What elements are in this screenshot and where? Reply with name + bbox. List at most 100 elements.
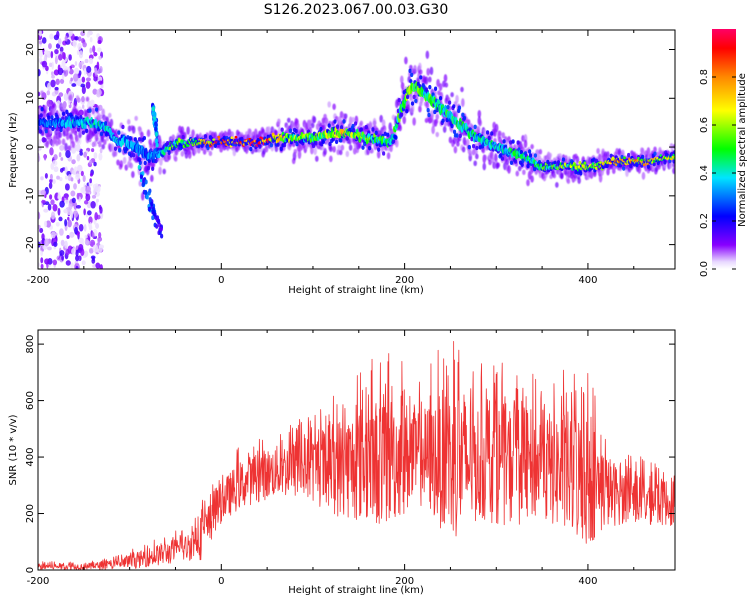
ridge-halo-blob bbox=[517, 165, 522, 172]
ridge-halo-blob bbox=[442, 126, 447, 133]
colorbar-tick-label: 0.8 bbox=[699, 69, 710, 85]
noise-blob bbox=[49, 178, 54, 183]
ridge-blob bbox=[142, 135, 147, 141]
ridge-core-blob bbox=[578, 160, 582, 165]
spectrogram-ytick-label: 20 bbox=[25, 43, 36, 56]
ridge-blob bbox=[382, 151, 386, 156]
noise-blob bbox=[38, 49, 43, 58]
ridge-halo-blob bbox=[73, 126, 77, 136]
ridge-halo-blob bbox=[526, 179, 530, 187]
ridge-halo-blob bbox=[58, 131, 63, 139]
snr-panel: -200 0 200 400 0 200 400 600 800 Height of strai… bbox=[8, 329, 676, 596]
ridge-halo-blob bbox=[424, 76, 429, 85]
snr-ytick-label: 0 bbox=[25, 567, 36, 573]
ridge-halo-blob bbox=[51, 108, 56, 115]
branch-blob bbox=[144, 179, 148, 185]
noise-blob bbox=[50, 199, 55, 206]
ridge-halo-blob bbox=[482, 162, 487, 171]
ridge-blob bbox=[104, 121, 108, 126]
branch-blob bbox=[141, 182, 145, 188]
ridge-blob bbox=[629, 163, 633, 169]
ridge-blob bbox=[377, 147, 381, 152]
ridge-halo-blob bbox=[596, 147, 600, 154]
noise-blob bbox=[45, 65, 49, 72]
ridge-halo-blob bbox=[248, 128, 252, 138]
ridge-halo-blob bbox=[466, 119, 471, 125]
ridge-halo-blob bbox=[456, 141, 460, 147]
noise-blob bbox=[59, 78, 65, 84]
noise-blob bbox=[70, 77, 73, 82]
noise-blob bbox=[95, 262, 101, 269]
noise-blob bbox=[48, 182, 53, 190]
ridge-core bbox=[38, 68, 675, 176]
ridge-halo-blob bbox=[443, 121, 448, 127]
ridge-halo-blob bbox=[69, 93, 73, 102]
ridge-halo-blob bbox=[332, 103, 336, 110]
ridge-blob bbox=[672, 159, 675, 164]
ridge-core-blob bbox=[591, 162, 595, 166]
snr-axes: -200 0 200 400 0 200 400 600 800 bbox=[25, 330, 675, 587]
ridge-halo-blob bbox=[313, 146, 317, 156]
ridge-halo-blob bbox=[575, 155, 580, 164]
ridge-halo-blob bbox=[75, 95, 80, 102]
ridge-halo-blob bbox=[640, 147, 645, 157]
noise-blob bbox=[81, 96, 85, 103]
ridge-blob bbox=[371, 127, 375, 132]
ridge-halo-blob bbox=[332, 146, 336, 153]
spectrogram-xlabel: Height of straight line (km) bbox=[288, 285, 424, 296]
snr-ytick-label: 600 bbox=[25, 391, 36, 410]
ridge-blob bbox=[386, 132, 390, 138]
ridge-halo-blob bbox=[450, 92, 454, 98]
ridge-halo-blob bbox=[404, 56, 408, 65]
noise-blob bbox=[70, 262, 74, 269]
noise-blob bbox=[50, 211, 56, 220]
noise-blob bbox=[59, 250, 65, 256]
ridge-blob bbox=[509, 140, 513, 145]
ridge-blob bbox=[294, 128, 298, 134]
noise-blob bbox=[94, 212, 98, 221]
ridge-blob bbox=[556, 160, 561, 165]
ridge-halo-blob bbox=[523, 139, 528, 149]
ridge-halo-blob bbox=[324, 117, 329, 127]
ridge-blob bbox=[520, 162, 524, 167]
ridge-halo-blob bbox=[429, 66, 434, 76]
noise-blob bbox=[49, 33, 54, 40]
ridge-blob bbox=[490, 131, 494, 136]
spectrogram-frame bbox=[37, 29, 676, 270]
ridge-blob bbox=[327, 123, 331, 128]
ridge-blob bbox=[509, 160, 514, 165]
ridge-blob bbox=[117, 130, 121, 135]
spectrogram-ytick-label: 0 bbox=[25, 144, 36, 150]
noise-blob bbox=[38, 224, 41, 230]
ridge-blob bbox=[452, 129, 457, 135]
noise-blob bbox=[48, 43, 52, 50]
snr-xtick-label: 400 bbox=[578, 576, 597, 587]
noise-blob bbox=[85, 81, 91, 89]
ridge-halo-blob bbox=[131, 125, 136, 134]
ridge-blob bbox=[433, 86, 438, 91]
noise-blob bbox=[50, 231, 56, 239]
noise-blob bbox=[80, 83, 86, 88]
ridge-halo-blob bbox=[158, 166, 162, 175]
noise-blob bbox=[70, 177, 74, 182]
noise-blob bbox=[68, 201, 73, 211]
noise-blob bbox=[46, 90, 51, 96]
noise-blob bbox=[71, 146, 77, 154]
ridge-halo-blob bbox=[400, 82, 405, 90]
ridge-blob bbox=[653, 151, 657, 156]
branch-blob bbox=[152, 206, 156, 212]
noise-blob bbox=[76, 153, 81, 162]
ridge-blob bbox=[61, 116, 65, 121]
ridge-halo-blob bbox=[530, 175, 534, 183]
noise-blob bbox=[94, 70, 98, 75]
noise-blob bbox=[91, 256, 95, 261]
noise-blob bbox=[66, 234, 70, 239]
ridge-halo-blob bbox=[116, 159, 120, 166]
ridge-halo-blob bbox=[474, 149, 478, 155]
ridge-halo-blob bbox=[310, 146, 314, 155]
ridge-blob bbox=[553, 160, 557, 166]
noise-blob bbox=[83, 208, 86, 216]
ridge-blob bbox=[59, 127, 63, 133]
snr-ytick-label: 800 bbox=[25, 335, 36, 354]
ridge-halo-blob bbox=[296, 122, 300, 129]
